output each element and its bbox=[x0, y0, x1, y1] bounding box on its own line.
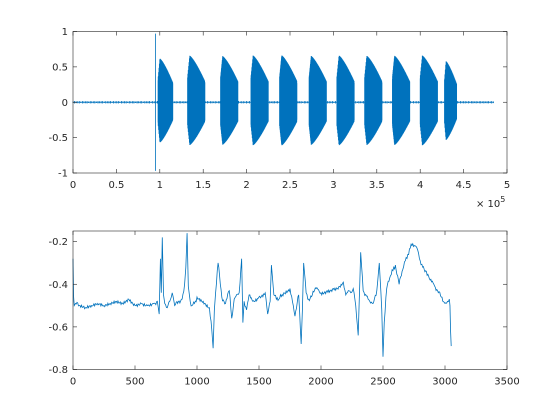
top-xtick-label: 0.5 bbox=[108, 180, 124, 191]
top-xtick-label: 1.5 bbox=[195, 180, 211, 191]
top-x-exponent-power: 5 bbox=[500, 195, 505, 204]
bottom-axes-box bbox=[72, 230, 508, 370]
top-xtick-label: 2 bbox=[243, 180, 249, 191]
bottom-ytick-label: -0.4 bbox=[48, 280, 68, 291]
top-signal-line bbox=[72, 33, 494, 171]
top-ytick-label: 1 bbox=[62, 27, 68, 38]
bottom-xtick-label: 3000 bbox=[432, 377, 457, 388]
top-ytick-label: -1 bbox=[58, 169, 68, 180]
bottom-ytick-label: -0.2 bbox=[48, 237, 68, 248]
top-xtick-label: 2.5 bbox=[282, 180, 298, 191]
bottom-ytick-label: -0.8 bbox=[48, 365, 68, 376]
top-xtick-label: 3.5 bbox=[369, 180, 385, 191]
bottom-xtick-label: 2500 bbox=[370, 377, 395, 388]
bottom-xtick-label: 0 bbox=[70, 377, 76, 388]
bottom-ytick-label: -0.6 bbox=[48, 322, 68, 333]
top-xtick-label: 3 bbox=[330, 180, 336, 191]
bottom-axes: 0 500 1000 1500 2000 2500 3000 3500 -0.8 -0.6 -0.4… bbox=[48, 230, 520, 388]
bottom-axes-ticks: 0 500 1000 1500 2000 2500 3000 3500 -0.8 -0.6 -0.4… bbox=[48, 231, 520, 388]
bottom-xtick-label: 3500 bbox=[494, 377, 519, 388]
top-ytick-label: 0.5 bbox=[52, 62, 68, 73]
top-xtick-label: 1 bbox=[157, 180, 163, 191]
top-xtick-label: 0 bbox=[70, 180, 76, 191]
top-x-exponent-label: × 105 bbox=[476, 195, 505, 210]
bottom-signal-line bbox=[72, 233, 452, 357]
top-ytick-label: -0.5 bbox=[48, 133, 68, 144]
bottom-xtick-label: 2000 bbox=[308, 377, 333, 388]
top-xtick-label: 4.5 bbox=[456, 180, 472, 191]
top-axes-ticks: 0 0.5 1 1.5 2 2.5 3 3.5 4 4.5 5 -1 -0.5 0 0.5 1 bbox=[48, 27, 510, 191]
top-ytick-label: 0 bbox=[62, 98, 68, 109]
bottom-xtick-label: 1000 bbox=[184, 377, 209, 388]
top-xtick-label: 5 bbox=[504, 180, 510, 191]
top-xtick-label: 4 bbox=[417, 180, 423, 191]
bottom-xtick-label: 1500 bbox=[246, 377, 271, 388]
bottom-xtick-label: 500 bbox=[125, 377, 144, 388]
top-axes: 0 0.5 1 1.5 2 2.5 3 3.5 4 4.5 5 -1 -0.5 0 0.5 1 × 105 bbox=[48, 27, 510, 210]
